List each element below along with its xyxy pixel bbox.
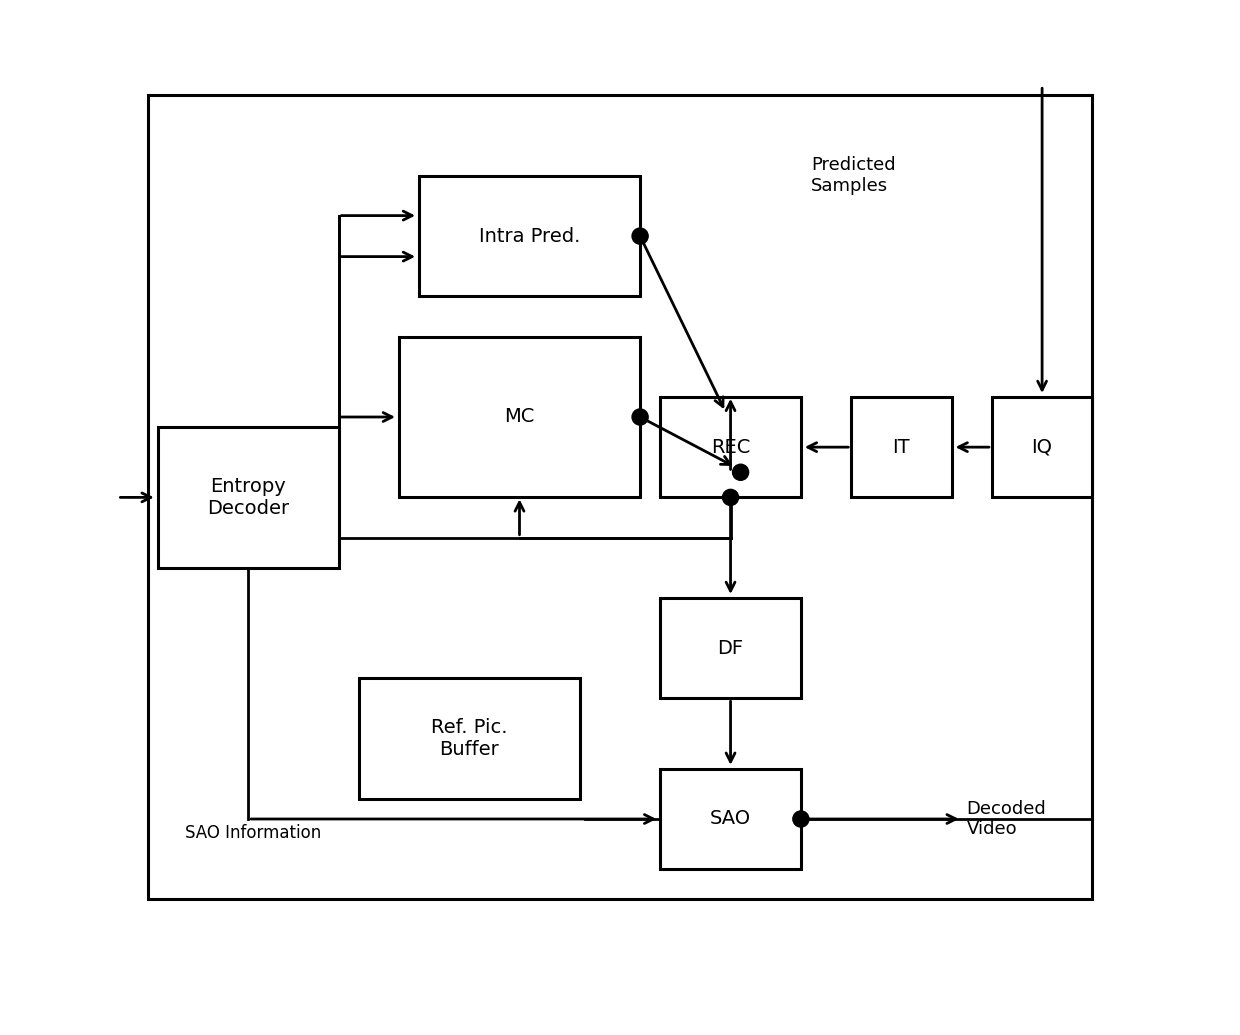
Circle shape (792, 811, 808, 827)
Text: Entropy
Decoder: Entropy Decoder (207, 477, 289, 518)
FancyBboxPatch shape (660, 769, 801, 869)
Text: Decoded
Video: Decoded Video (967, 800, 1047, 838)
Circle shape (723, 490, 739, 505)
Text: REC: REC (711, 438, 750, 456)
Text: Ref. Pic.
Buffer: Ref. Pic. Buffer (432, 718, 507, 759)
FancyBboxPatch shape (851, 396, 951, 498)
Text: Intra Pred.: Intra Pred. (479, 227, 580, 245)
Text: IQ: IQ (1032, 438, 1053, 456)
FancyBboxPatch shape (419, 176, 640, 296)
Text: Predicted
Samples: Predicted Samples (811, 156, 895, 196)
FancyBboxPatch shape (148, 95, 1092, 899)
Circle shape (632, 228, 649, 244)
FancyBboxPatch shape (399, 336, 640, 498)
Circle shape (632, 409, 649, 425)
Text: IT: IT (893, 438, 910, 456)
FancyBboxPatch shape (992, 396, 1092, 498)
FancyBboxPatch shape (358, 678, 580, 799)
FancyBboxPatch shape (157, 427, 339, 568)
Circle shape (733, 465, 749, 480)
Text: MC: MC (505, 408, 534, 426)
FancyBboxPatch shape (660, 598, 801, 699)
Text: SAO Information: SAO Information (185, 824, 321, 842)
FancyBboxPatch shape (660, 396, 801, 498)
Text: DF: DF (718, 639, 744, 657)
Text: SAO: SAO (711, 809, 751, 828)
